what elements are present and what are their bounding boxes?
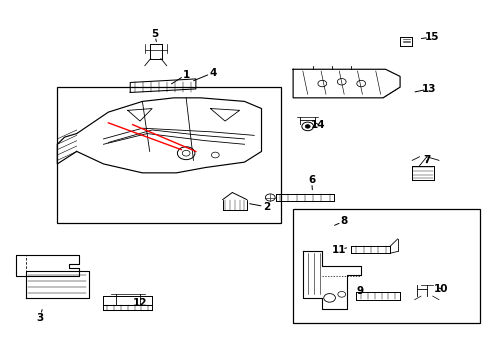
Text: 11: 11 (331, 245, 346, 255)
Text: 5: 5 (151, 28, 158, 39)
Text: 6: 6 (307, 175, 315, 185)
Text: 8: 8 (340, 216, 347, 226)
Text: 10: 10 (433, 284, 448, 294)
Circle shape (305, 125, 309, 128)
Bar (292, 208, 479, 323)
Text: 4: 4 (209, 68, 216, 78)
Text: 2: 2 (262, 202, 269, 212)
Text: 1: 1 (182, 69, 189, 80)
Text: 3: 3 (37, 312, 44, 323)
Text: 12: 12 (132, 298, 147, 308)
Text: 14: 14 (310, 120, 325, 130)
Text: 15: 15 (424, 32, 438, 42)
Text: 7: 7 (422, 156, 429, 165)
Bar (57, 87, 281, 223)
Text: 9: 9 (356, 286, 363, 296)
Text: 13: 13 (421, 84, 436, 94)
